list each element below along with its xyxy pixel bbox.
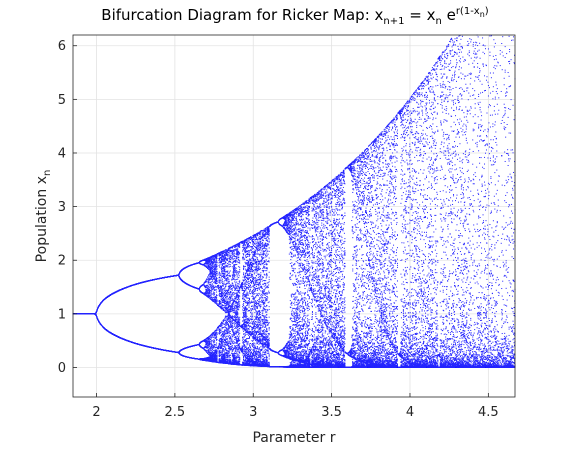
bifurcation-chart: 2 2.5 3 3.5 4 4.50123456 Bifurcation Diagram … (0, 0, 570, 450)
